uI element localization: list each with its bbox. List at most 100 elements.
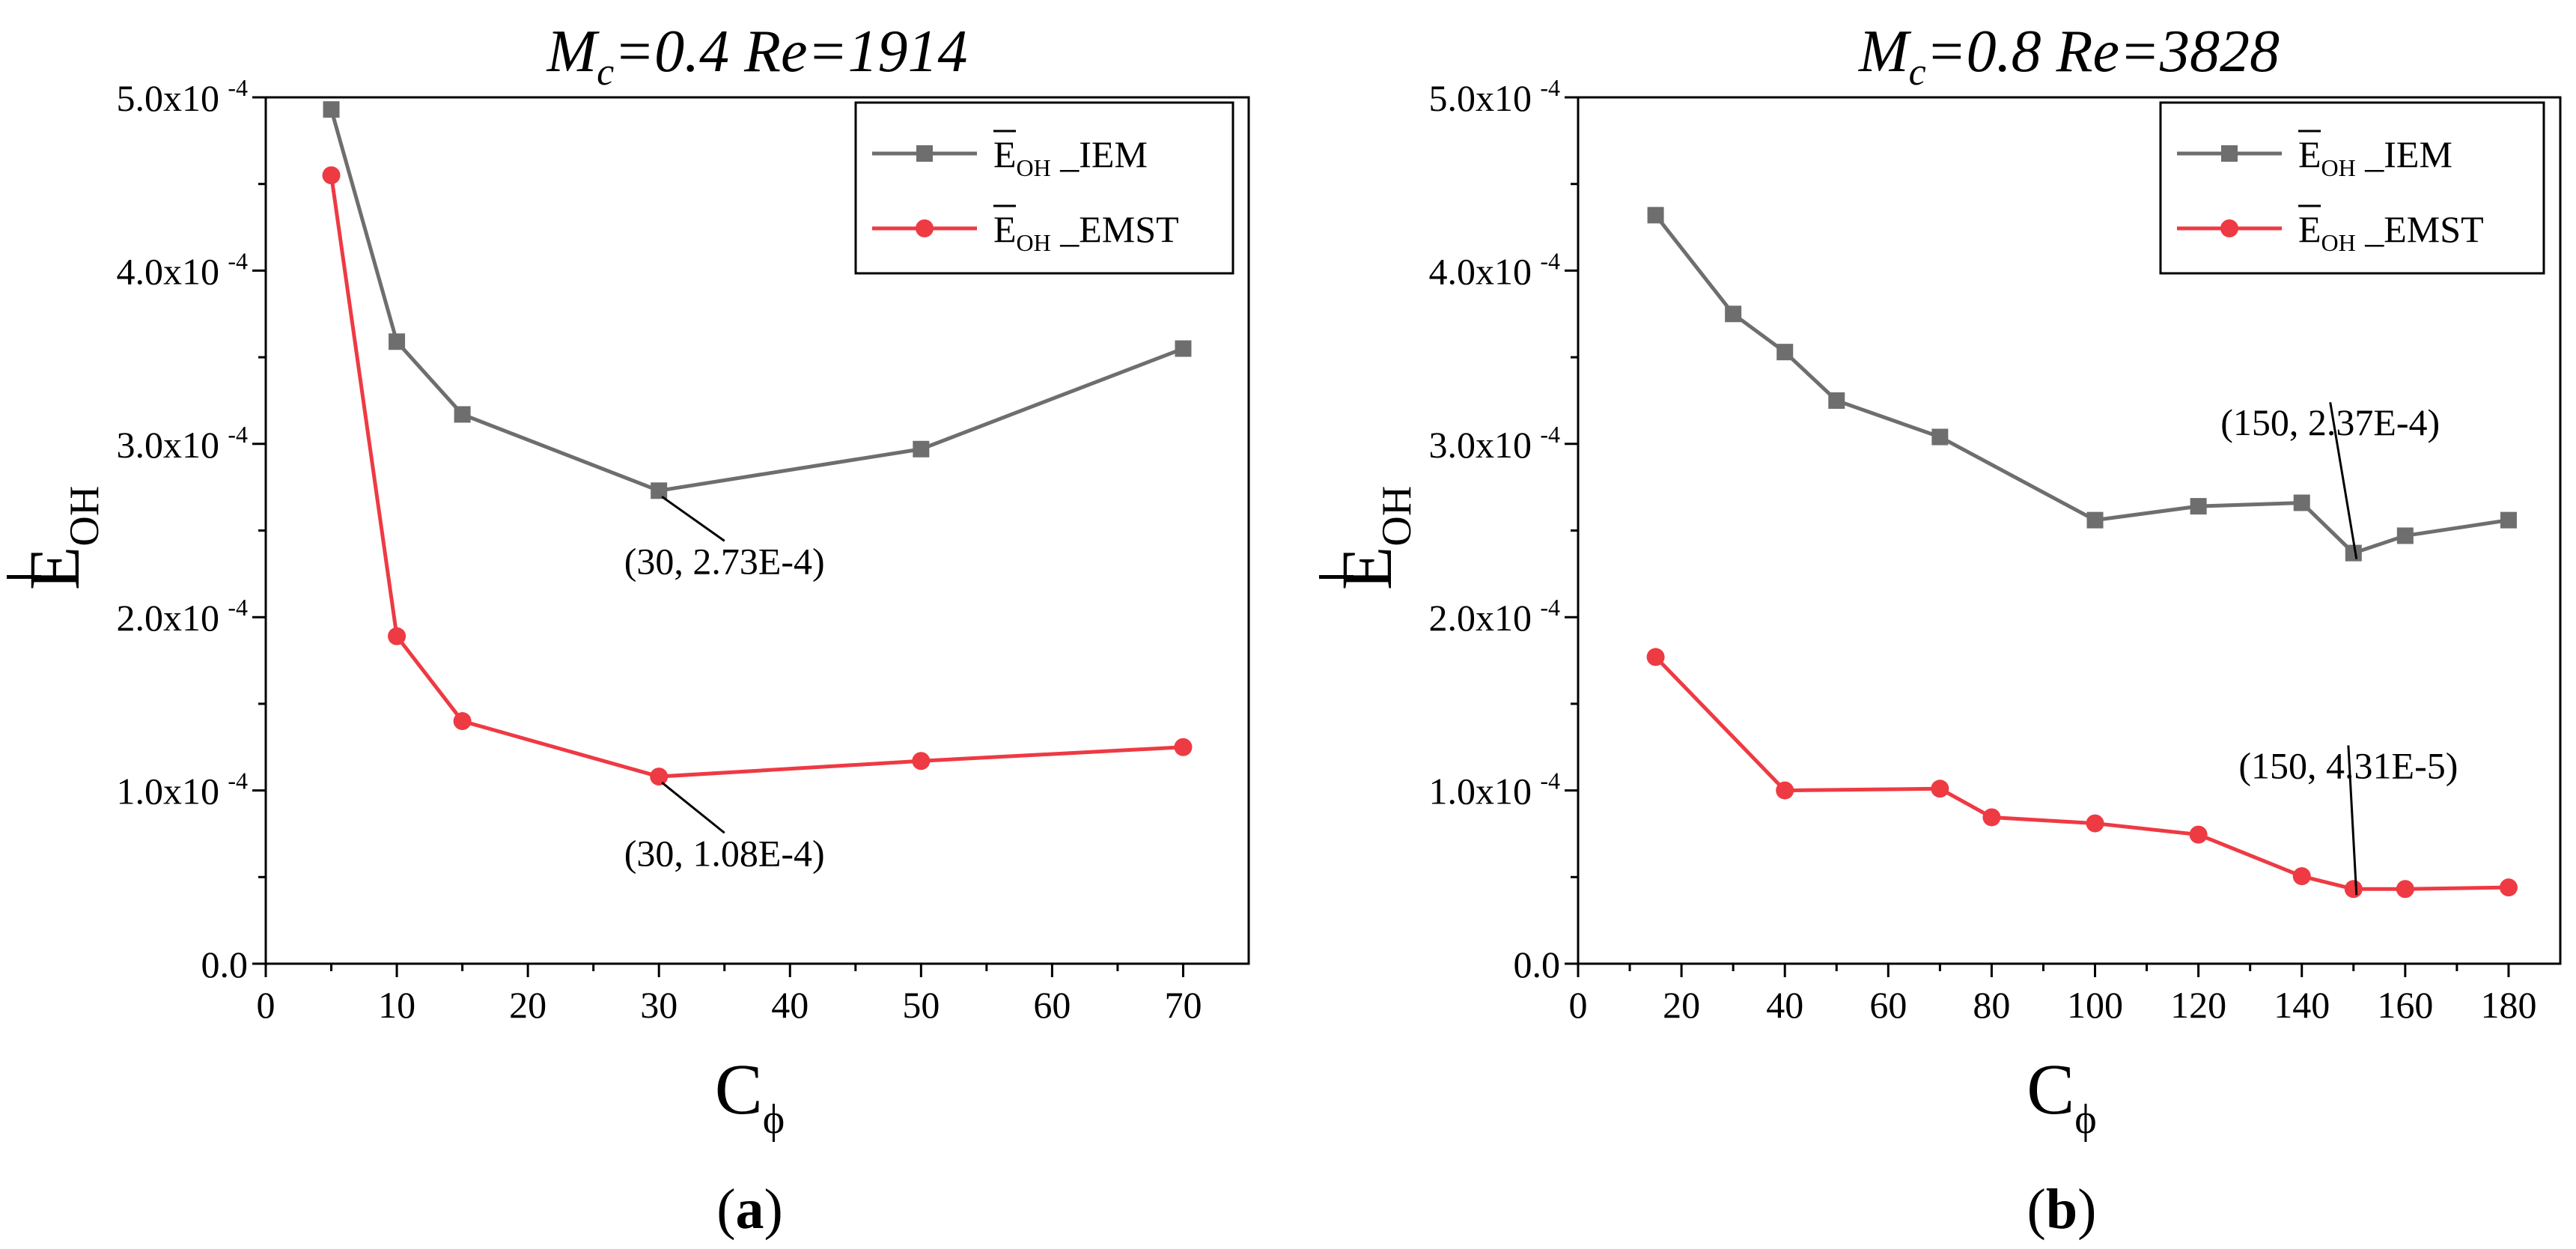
legend-label: EOH _IEM xyxy=(993,133,1148,181)
data-point xyxy=(2499,878,2518,897)
data-point xyxy=(323,101,340,118)
y-tick-exponent: -4 xyxy=(1540,421,1560,448)
y-axis-label-sub: OH xyxy=(61,486,108,547)
data-point xyxy=(1982,808,2001,827)
annotation-label: (30, 1.08E-4) xyxy=(624,832,825,874)
x-axis-label-sub: ϕ xyxy=(763,1096,785,1143)
data-point xyxy=(651,482,668,499)
y-axis-label-main: E xyxy=(1327,547,1407,591)
x-tick-label: 100 xyxy=(2067,984,2123,1026)
data-point xyxy=(453,712,472,731)
y-tick-label: 3.0x10 xyxy=(117,424,220,466)
data-point xyxy=(2293,494,2310,511)
series-line xyxy=(1654,655,2509,891)
data-point xyxy=(1776,344,1794,361)
panel-label-open: ( xyxy=(716,1178,735,1241)
panel-a: Mc=0.4 Re=1914 0 10 20 30 40 50 60 70 0.0 1.0x10 -4… xyxy=(7,19,1250,1241)
y-tick-label: 4.0x10 xyxy=(1429,250,1532,292)
annotation-label: (30, 2.73E-4) xyxy=(624,540,825,582)
y-tick-mantissa: 0.0 xyxy=(1514,943,1561,985)
chart-title: Mc=0.4 Re=1914 xyxy=(546,19,967,94)
data-point xyxy=(2189,825,2208,844)
panel-b: Mc=0.8 Re=3828 0 20 40 60 80 100 120 140 160 180 0.… xyxy=(1319,19,2562,1241)
data-point xyxy=(650,768,669,786)
data-point xyxy=(912,752,931,771)
data-point xyxy=(1776,781,1794,800)
y-axis-label-sub: OH xyxy=(1374,486,1420,547)
y-tick-mantissa: 4.0x10 xyxy=(1429,250,1532,292)
data-point xyxy=(2292,867,2311,886)
legend-label-rest: _IEM xyxy=(1051,133,1148,175)
y-axis-label-main: E xyxy=(14,547,94,591)
chart-title: Mc=0.8 Re=3828 xyxy=(1858,19,2280,94)
legend-label: EOH _EMST xyxy=(993,208,1179,256)
x-tick-label: 40 xyxy=(1766,984,1803,1026)
legend-marker xyxy=(916,145,933,162)
y-tick-mantissa: 1.0x10 xyxy=(117,771,220,812)
panel-label-letter: a xyxy=(736,1178,764,1241)
y-tick-label: 0.0 xyxy=(1514,943,1561,985)
x-axis-label: Cϕ xyxy=(715,1049,785,1143)
x-tick-label: 120 xyxy=(2170,984,2226,1026)
y-tick-exponent: -4 xyxy=(228,768,248,794)
data-point xyxy=(2086,511,2104,529)
x-tick-label: 160 xyxy=(2377,984,2433,1026)
data-point xyxy=(454,406,471,423)
y-tick-exponent: -4 xyxy=(228,74,248,101)
legend-label: EOH _IEM xyxy=(2298,133,2452,181)
data-point xyxy=(2344,880,2363,899)
title-m: M xyxy=(546,19,600,85)
x-tick-label: 20 xyxy=(509,984,546,1026)
y-tick-label: 2.0x10 xyxy=(117,597,220,639)
y-tick-mantissa: 2.0x10 xyxy=(117,597,220,639)
x-axis-label-main: C xyxy=(2027,1049,2074,1129)
data-point xyxy=(1828,392,1845,409)
panel-label-close: ) xyxy=(2077,1178,2096,1241)
y-tick-label: 0.0 xyxy=(201,943,249,985)
y-tick-label: 1.0x10 xyxy=(1429,771,1532,812)
panel-label: (b) xyxy=(2027,1178,2097,1241)
y-tick-mantissa: 3.0x10 xyxy=(117,424,220,466)
annotation-leader xyxy=(2347,745,2358,896)
data-point xyxy=(1725,306,1742,323)
y-tick-exponent: -4 xyxy=(1540,768,1560,794)
data-point xyxy=(1647,207,1664,224)
data-point xyxy=(322,166,341,185)
legend-label-main: E xyxy=(993,133,1017,175)
data-point xyxy=(2190,498,2207,515)
y-tick-mantissa: 4.0x10 xyxy=(117,250,220,292)
x-axis-label: Cϕ xyxy=(2027,1049,2097,1143)
y-tick-exponent: -4 xyxy=(228,594,248,621)
legend-label-main: E xyxy=(993,208,1017,250)
title-m-sub: c xyxy=(1909,51,1926,94)
x-tick-label: 50 xyxy=(902,984,940,1026)
x-tick-label: 140 xyxy=(2274,984,2330,1026)
y-tick-exponent: -4 xyxy=(1540,594,1560,621)
x-tick-label: 180 xyxy=(2480,984,2536,1026)
data-point xyxy=(1646,648,1665,666)
panel-label: (a) xyxy=(716,1178,783,1241)
annotation-leader xyxy=(661,496,725,542)
x-tick-label: 60 xyxy=(1869,984,1907,1026)
title-m: M xyxy=(1858,19,1912,85)
x-axis-label-sub: ϕ xyxy=(2074,1096,2096,1143)
y-tick-label: 2.0x10 xyxy=(1429,597,1532,639)
data-point xyxy=(1175,340,1192,357)
legend-label-main: E xyxy=(2298,208,2321,250)
x-tick-label: 0 xyxy=(1569,984,1588,1026)
y-tick-exponent: -4 xyxy=(1540,247,1560,274)
legend-box xyxy=(2159,101,2545,275)
title-rest: =0.4 Re=1914 xyxy=(614,19,967,85)
y-tick-label: 5.0x10 xyxy=(1429,77,1532,119)
y-tick-exponent: -4 xyxy=(1540,74,1560,101)
legend-label-rest: _EMST xyxy=(2356,208,2484,250)
data-point xyxy=(2086,814,2104,833)
x-axis-label-main: C xyxy=(715,1049,763,1129)
legend-label-main: E xyxy=(2298,133,2321,175)
x-tick-label: 10 xyxy=(378,984,415,1026)
y-tick-exponent: -4 xyxy=(228,421,248,448)
x-tick-label: 0 xyxy=(257,984,275,1026)
data-point xyxy=(389,333,406,350)
legend-label-sub: OH xyxy=(1017,154,1051,181)
